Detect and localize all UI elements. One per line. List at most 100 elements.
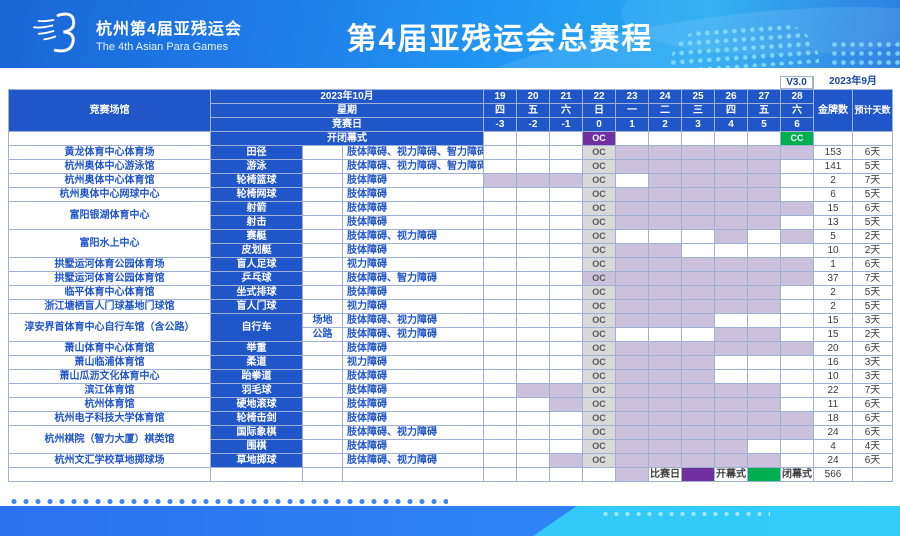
category-cell: 肢体障碍、视力障碍 — [342, 327, 484, 342]
legend-empty-cell — [483, 467, 517, 482]
compday-cell: -3 — [483, 117, 517, 132]
oc-day-cell: OC — [582, 271, 616, 286]
oc-day-cell: OC — [582, 187, 616, 202]
legend-empty-cell — [582, 467, 616, 482]
day-cell — [483, 341, 517, 356]
day-cell — [648, 257, 682, 272]
day-cell — [648, 369, 682, 384]
day-cell — [549, 201, 583, 216]
day-cell — [780, 327, 814, 342]
sub-cell — [302, 271, 343, 286]
emblem-icon — [30, 8, 86, 59]
day-cell — [747, 131, 781, 146]
day-cell — [648, 383, 682, 398]
day-cell — [648, 229, 682, 244]
oc-day-cell: OC — [582, 369, 616, 384]
page-title: 第4届亚残运会总赛程 — [346, 23, 654, 56]
day-cell — [648, 243, 682, 258]
day-cell — [747, 397, 781, 412]
day-cell — [747, 145, 781, 160]
day-cell — [615, 131, 649, 146]
day-cell — [483, 257, 517, 272]
day-cell — [681, 299, 715, 314]
day-cell — [747, 243, 781, 258]
oc-day-cell: OC — [582, 229, 616, 244]
gold-cell: 10 — [813, 243, 853, 258]
category-cell: 肢体障碍 — [342, 187, 484, 202]
day-cell — [648, 299, 682, 314]
day-cell — [549, 243, 583, 258]
days-cell: 7天 — [852, 173, 893, 188]
venue-header: 竞赛场馆 — [8, 89, 211, 132]
sport-cell: 赛艇 — [210, 229, 303, 244]
day-cell — [780, 285, 814, 300]
weekday-cell: 日 — [582, 103, 616, 118]
sub-cell — [302, 369, 343, 384]
day-cell — [714, 425, 748, 440]
category-cell: 肢体障碍 — [342, 383, 484, 398]
day-cell — [549, 229, 583, 244]
weekday-cell: 四 — [483, 103, 517, 118]
day-cell — [780, 411, 814, 426]
sub-cell — [302, 355, 343, 370]
category-cell: 肢体障碍、视力障碍 — [342, 229, 484, 244]
compday-cell: 5 — [747, 117, 781, 132]
weekday-cell: 一 — [615, 103, 649, 118]
schedule-row: 杭州奥体中心体育馆 轮椅篮球 肢体障碍 OC 2 7天 — [8, 173, 893, 188]
schedule-row: 公路 肢体障碍、视力障碍 OC 15 2天 — [9, 327, 893, 342]
sport-cell: 田径 — [210, 145, 303, 160]
compday-cell: 2 — [648, 117, 682, 132]
day-cell — [714, 145, 748, 160]
day-cell — [780, 173, 814, 188]
day-cell — [516, 425, 550, 440]
day-cell — [681, 425, 715, 440]
gold-cell: 15 — [813, 327, 853, 342]
gold-cell: 13 — [813, 215, 853, 230]
sub-cell — [302, 187, 343, 202]
days-cell: 7天 — [852, 271, 893, 286]
day-cell — [780, 369, 814, 384]
ceremony-label: 开闭幕式 — [210, 131, 484, 146]
day-cell — [615, 187, 649, 202]
sub-cell — [302, 257, 343, 272]
day-cell — [648, 397, 682, 412]
day-cell — [549, 439, 583, 454]
date-header: 26 — [714, 89, 748, 104]
day-cell — [780, 243, 814, 258]
days-cell: 6天 — [852, 411, 893, 426]
footer-dots-decoration — [600, 510, 770, 518]
day-cell — [648, 131, 682, 146]
day-cell — [516, 327, 550, 342]
venue-cell: 拱墅运河体育公园体育馆 — [8, 271, 211, 286]
gold-cell: 6 — [813, 187, 853, 202]
day-cell — [549, 215, 583, 230]
date-header: 27 — [747, 89, 781, 104]
legend-oc-label: 开幕式 — [714, 467, 748, 482]
days-cell: 7天 — [852, 383, 893, 398]
day-cell — [714, 313, 748, 328]
oc-day-cell: OC — [582, 243, 616, 258]
sub-cell — [302, 173, 343, 188]
oc-day-cell: OC — [582, 341, 616, 356]
category-cell: 肢体障碍 — [342, 439, 484, 454]
day-cell — [516, 341, 550, 356]
day-cell — [549, 355, 583, 370]
category-cell: 肢体障碍 — [342, 243, 484, 258]
day-cell — [615, 453, 649, 468]
day-cell — [516, 285, 550, 300]
oc-day-cell: OC — [582, 327, 616, 342]
category-cell: 肢体障碍、视力障碍、智力障碍 — [342, 159, 484, 174]
venue-cell: 临平体育中心体育馆 — [8, 285, 211, 300]
day-cell — [615, 159, 649, 174]
day-cell — [681, 411, 715, 426]
legend-comp-label: 比赛日 — [648, 467, 682, 482]
gold-cell: 22 — [813, 383, 853, 398]
header-row-dates: 竞赛场馆 2023年10月 19 20 21 22 23 24 25 26 27 28 金牌数 预计天数 — [8, 89, 893, 132]
venue-cell: 杭州奥体中心游泳馆 — [8, 159, 211, 174]
day-cell — [516, 187, 550, 202]
month-header: 2023年10月 — [210, 89, 484, 104]
oc-day-cell: OC — [582, 397, 616, 412]
legend-empty-cell — [516, 467, 550, 482]
gold-cell: 2 — [813, 173, 853, 188]
logo-title: 杭州第4届亚残运会 — [96, 20, 242, 38]
